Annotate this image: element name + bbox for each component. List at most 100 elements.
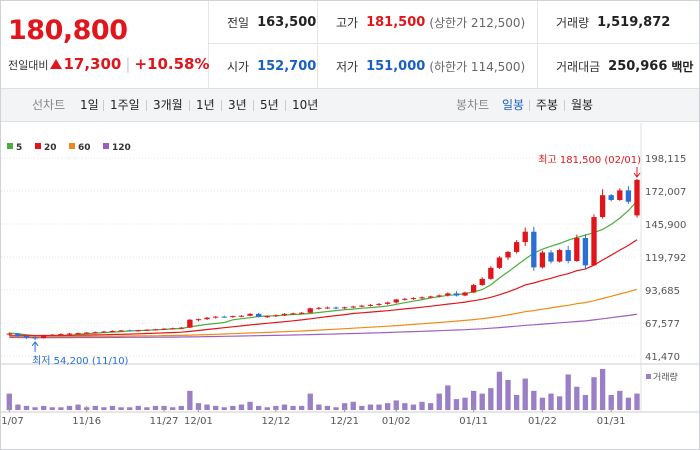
candle (556, 248, 563, 263)
candle-body (445, 293, 451, 296)
candle (92, 331, 98, 334)
stat-label: 시가 (227, 59, 250, 74)
candle (470, 283, 477, 294)
candle (410, 297, 417, 300)
y-tick-label: 172,007 (645, 187, 686, 198)
period-1w[interactable]: 1주일 (110, 98, 140, 112)
candle-weekly[interactable]: 주봉 (536, 98, 559, 112)
candle-body (367, 304, 374, 306)
candle-body (127, 330, 133, 332)
candle (41, 334, 47, 339)
volume-bar (548, 393, 554, 410)
period-5y[interactable]: 5년 (260, 98, 279, 112)
legend-label: 60 (78, 143, 91, 153)
candle (32, 336, 38, 340)
stat-value: 181,500 (366, 14, 426, 30)
volume-bar (187, 390, 193, 410)
divider: | (125, 55, 131, 73)
price-summary: 180,800 전일대비 17,300 | +10.58% 전일 163,500 고가… (1, 1, 699, 88)
volume-bar (608, 394, 614, 410)
y-axis: 198,115 172,007 145,900 119,792 93,685 67,577… (645, 154, 686, 363)
stat-value: 151,000 (366, 58, 426, 74)
candle-body (410, 298, 417, 300)
volume-bar (49, 407, 55, 410)
volume-bar (41, 405, 47, 410)
period-toolbar: 선차트 1일 1주일 3개월 1년 3년 5년 10년 봉차트 일봉 주봉 월봉 (1, 88, 699, 122)
period-10y[interactable]: 10년 (292, 98, 319, 112)
x-tick-label: 11/07 (1, 416, 24, 427)
candle (213, 316, 219, 319)
low-annotation: 최저 54,200 (11/10) (32, 355, 128, 367)
period-3m[interactable]: 3개월 (153, 98, 183, 112)
candle (152, 328, 159, 331)
y-tick-label: 93,685 (645, 286, 680, 297)
candle (359, 304, 365, 308)
volume-bar (505, 379, 511, 410)
divider (146, 100, 147, 111)
current-price: 180,800 (8, 15, 128, 46)
candle-body (238, 315, 245, 317)
candle (161, 328, 167, 330)
legend-swatch (35, 143, 41, 149)
candle-body (195, 319, 202, 321)
candle (144, 329, 150, 331)
period-3y[interactable]: 3년 (228, 98, 247, 112)
candle (453, 291, 460, 297)
candle (281, 313, 288, 316)
candle (634, 179, 640, 218)
stat-prev-close: 전일 163,500 (209, 1, 317, 44)
candle (548, 250, 554, 264)
volume-bar (32, 407, 38, 410)
line-chart-label: 선차트 (32, 98, 66, 112)
candle-body (255, 313, 262, 317)
candle-body (453, 293, 460, 296)
stat-sub: (상한가 212,500) (429, 15, 526, 30)
volume-bar (109, 405, 116, 410)
divider (221, 100, 222, 111)
volume-bar (118, 407, 124, 410)
volume-bar (496, 371, 503, 410)
volume-bar (445, 385, 451, 410)
volume-bar (281, 404, 288, 410)
candle-body (565, 250, 571, 262)
candle-body (298, 312, 305, 314)
candle (599, 189, 606, 219)
volume-bar (324, 405, 331, 410)
candle-body (187, 319, 193, 328)
candle-body (273, 315, 279, 317)
candle (6, 332, 12, 336)
candle-body (49, 334, 55, 336)
candle-body (531, 231, 537, 268)
divider (253, 100, 254, 111)
period-1y[interactable]: 1년 (196, 98, 215, 112)
volume-bar (367, 404, 374, 410)
volume-bar (488, 388, 494, 410)
volume-label: 거래량 (653, 371, 678, 383)
stat-high: 고가 181,500 (상한가 212,500) (317, 1, 537, 44)
candle-body (402, 298, 408, 300)
volume-bar (539, 397, 546, 410)
candle-body (84, 332, 90, 334)
candle (617, 188, 623, 201)
candle-body (419, 297, 425, 299)
annotations: 최고 181,500 (02/01) 최저 54,200 (11/10) (31, 154, 641, 367)
candle-body (574, 238, 580, 262)
volume-bar (230, 405, 236, 410)
volume-bar (513, 394, 520, 410)
candle-monthly[interactable]: 월봉 (571, 98, 594, 112)
candle-body (23, 335, 30, 338)
volume-bar (255, 405, 262, 410)
stat-amount: 거래대금 250,966 백만 (537, 44, 699, 88)
volume-bar (402, 403, 408, 410)
candle-body (32, 337, 38, 339)
x-tick-label: 11/16 (72, 416, 101, 427)
candle-daily[interactable]: 일봉 (502, 98, 525, 112)
period-1d[interactable]: 1일 (80, 98, 99, 112)
candle (324, 306, 331, 309)
candle (49, 334, 55, 337)
volume-bar (247, 401, 253, 410)
candle (118, 329, 124, 332)
candle-body (591, 217, 597, 266)
candle (135, 329, 141, 332)
